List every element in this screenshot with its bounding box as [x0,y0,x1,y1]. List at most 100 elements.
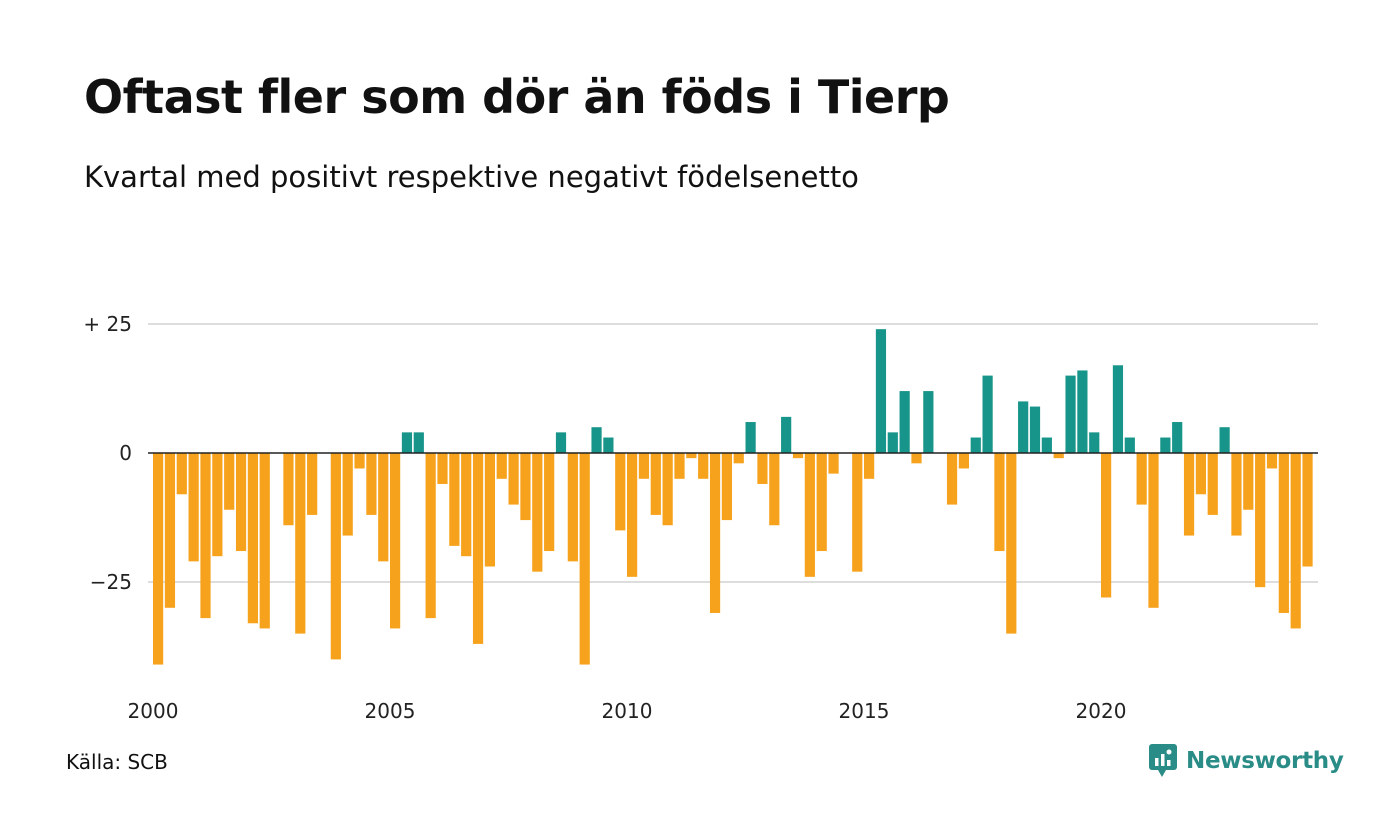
bar-2016-q1 [911,453,922,464]
bar-2017-q3 [982,375,993,453]
bar-2015-q4 [899,391,910,453]
bar-2004-q1 [342,453,353,536]
bar-2018-q1 [1006,453,1017,634]
bar-2024-q2 [1302,453,1313,567]
bar-2012-q4 [757,453,768,484]
newsworthy-logo-icon [1149,744,1177,777]
bar-2013-q1 [769,453,780,526]
bar-2006-q4 [472,453,484,644]
bar-2021-q4 [1183,453,1195,536]
bar-2004-q3 [366,453,377,515]
bar-2012-q3 [745,422,756,453]
bar-2010-q3 [650,453,661,515]
x-tick-label: 2020 [1076,699,1127,723]
bar-2005-q3 [413,432,424,453]
bar-2000-q3 [176,453,187,495]
bar-2023-q4 [1278,453,1289,613]
bar-2002-q2 [259,453,270,629]
bar-2016-q2 [923,391,934,453]
bar-2012-q2 [733,453,744,464]
bar-2011-q3 [698,453,709,479]
bar-2007-q2 [496,453,507,479]
x-tick-label: 2000 [128,699,179,723]
bar-2004-q4 [378,453,389,562]
bar-2006-q2 [449,453,460,546]
bar-2019-q3 [1077,370,1088,453]
x-tick-label: 2015 [839,699,890,723]
bar-2006-q3 [461,453,472,557]
bar-2010-q2 [638,453,650,479]
bar-2019-q4 [1089,432,1100,453]
bar-2014-q4 [852,453,863,572]
bar-2014-q2 [828,453,839,474]
bar-2021-q1 [1148,453,1159,608]
source-note: Källa: SCB [66,750,168,774]
bar-2001-q2 [212,453,223,557]
bar-2013-q3 [792,453,804,459]
bar-2011-q4 [709,453,721,613]
bar-2017-q4 [994,453,1005,552]
bar-2016-q4 [946,453,958,505]
axes: + 25 0 −25 2000 2005 2010 2015 2020 [83,312,1318,723]
y-tick-label: −25 [90,570,132,594]
bar-2009-q1 [579,453,590,665]
bar-2023-q3 [1266,453,1278,469]
bar-2008-q4 [567,453,578,562]
bar-2023-q1 [1243,453,1254,510]
y-tick-label: 0 [119,441,132,465]
bar-2011-q2 [686,453,697,459]
bar-2003-q1 [295,453,306,634]
bar-2005-q2 [401,432,413,453]
bar-2005-q1 [390,453,401,629]
newsworthy-logo[interactable]: Newsworthy [1148,743,1344,779]
bar-2008-q1 [532,453,543,572]
bar-2013-q2 [781,416,792,453]
bar-2017-q1 [958,453,969,469]
bar-2007-q4 [520,453,531,521]
bar-2003-q4 [330,453,341,660]
bar-2022-q1 [1195,453,1206,495]
bar-2018-q4 [1041,437,1052,453]
bar-2005-q4 [425,453,436,619]
bar-2004-q2 [354,453,365,469]
chart-title: Oftast fler som dör än föds i Tierp [84,70,950,124]
bar-2018-q3 [1029,406,1041,453]
y-tick-label: + 25 [83,312,132,336]
bar-2017-q2 [970,437,981,453]
bar-2000-q4 [188,453,199,562]
bar-2010-q4 [662,453,673,526]
bar-2015-q1 [864,453,875,479]
brand-name: Newsworthy [1186,748,1344,774]
bar-2000-q2 [164,453,176,608]
bar-2007-q1 [484,453,495,567]
bar-2018-q2 [1018,401,1029,453]
bar-2022-q2 [1207,453,1218,515]
bar-2012-q1 [721,453,732,521]
bar-2002-q4 [283,453,294,526]
bar-2020-q4 [1136,453,1147,505]
bar-2022-q3 [1219,427,1230,453]
bar-2007-q3 [508,453,519,505]
bar-2014-q1 [816,453,827,552]
bar-2011-q1 [674,453,685,479]
bar-2009-q2 [591,427,602,453]
bar-2021-q2 [1160,437,1171,453]
x-tick-label: 2005 [365,699,416,723]
bar-2001-q4 [235,453,247,552]
bar-2015-q3 [887,432,898,453]
chart-subtitle: Kvartal med positivt respektive negativt… [84,160,859,194]
bar-2020-q2 [1112,365,1124,453]
bar-2009-q4 [615,453,626,531]
bar-2013-q4 [804,453,815,577]
bars [153,329,1313,665]
bar-2015-q2 [875,329,887,453]
bar-2001-q1 [200,453,211,619]
bar-2002-q1 [247,453,258,624]
bar-2008-q3 [555,432,567,453]
bar-2001-q3 [224,453,235,510]
x-tick-label: 2010 [602,699,653,723]
bar-2019-q1 [1053,453,1064,459]
bar-2024-q1 [1290,453,1301,629]
bar-2009-q3 [603,437,614,453]
